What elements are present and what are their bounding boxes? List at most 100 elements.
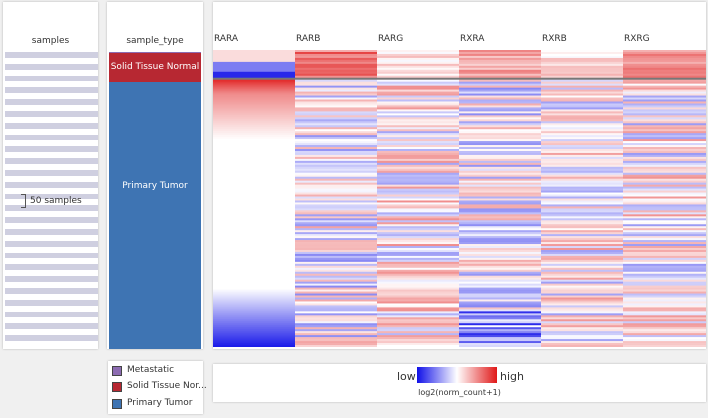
heatmap-cell: [541, 135, 623, 138]
gene-label-rara[interactable]: RARA: [214, 34, 239, 44]
heatmap-cell: [295, 57, 377, 61]
heatmap-cell: [459, 67, 541, 71]
heatmap-cell: [295, 85, 377, 88]
heatmap-cell: [295, 192, 377, 195]
sample-type-column[interactable]: sample_type Solid Tissue Normal Primary T…: [107, 2, 203, 349]
heatmap-cell: [623, 71, 706, 75]
legend-swatch-metastatic: [112, 366, 122, 376]
sample-type-segment[interactable]: Solid Tissue Normal: [109, 52, 201, 83]
heatmap-cell: [295, 319, 377, 322]
heatmap-cell: [377, 236, 459, 239]
sample-type-segment[interactable]: Primary Tumor: [109, 82, 201, 349]
heatmap-cell: [295, 323, 377, 326]
heatmap-cell: [541, 83, 623, 86]
heatmap-cell: [623, 313, 706, 316]
heatmap-cell: [295, 133, 377, 136]
heatmap-panel[interactable]: RARA RARB RARG RXRA RXRB RXRG: [213, 2, 706, 349]
heatmap-cell: [213, 184, 295, 187]
heatmap-cell: [623, 81, 706, 84]
heatmap-cell: [541, 65, 623, 69]
heatmap-cell: [623, 212, 706, 215]
heatmap-cell: [623, 95, 706, 98]
heatmap-cell: [459, 267, 541, 271]
heatmap-cell: [377, 281, 459, 284]
heatmap-cell: [213, 51, 295, 55]
heatmap-cell: [541, 246, 623, 249]
heatmap-cell: [213, 261, 295, 265]
heatmap-cell: [459, 85, 541, 88]
heatmap-cell: [623, 59, 706, 63]
heatmap-cell: [295, 301, 377, 304]
heatmap-cell: [459, 285, 541, 288]
heatmap-cell: [377, 105, 459, 108]
heatmap-cell: [377, 244, 459, 247]
heatmap-cell: [295, 127, 377, 130]
sample-type-segment[interactable]: [109, 52, 201, 53]
heatmap-cell: [213, 65, 295, 69]
samples-stripes[interactable]: [5, 52, 98, 347]
heatmap-cell: [623, 109, 706, 112]
heatmap-cell: [459, 186, 541, 189]
sample-stripe: [5, 170, 98, 176]
heatmap-cell: [295, 214, 377, 217]
heatmap-cell: [377, 133, 459, 136]
gene-label-rxra[interactable]: RXRA: [460, 34, 485, 44]
gene-label-rxrb[interactable]: RXRB: [542, 34, 567, 44]
heatmap-cell: [377, 95, 459, 98]
heatmap-cell: [213, 279, 295, 282]
heatmap-cell: [541, 275, 623, 278]
gene-label-rarg[interactable]: RARG: [378, 34, 404, 44]
heatmap-cell: [213, 259, 295, 263]
heatmap-cell: [541, 121, 623, 124]
heatmap-cell: [213, 293, 295, 296]
heatmap-cell: [623, 107, 706, 110]
heatmap-cell: [295, 150, 377, 154]
heatmap-cell: [623, 295, 706, 298]
legend-item-primary-tumor[interactable]: Primary Tumor: [112, 398, 204, 410]
expression-heatmap[interactable]: [213, 50, 706, 347]
heatmap-cell: [213, 107, 295, 110]
sample-stripe: [5, 252, 98, 259]
heatmap-cell: [295, 315, 377, 318]
heatmap-cell: [541, 323, 623, 326]
heatmap-cell: [623, 75, 706, 79]
samples-column[interactable]: samples 50 samples: [3, 2, 98, 349]
heatmap-cell: [295, 335, 377, 338]
sample-stripe: [5, 181, 98, 188]
heatmap-cell: [541, 200, 623, 203]
heatmap-cell: [295, 59, 377, 63]
heatmap-cell: [213, 212, 295, 215]
heatmap-cell: [213, 170, 295, 174]
heatmap-cell: [377, 63, 459, 67]
heatmap-cell: [623, 327, 706, 330]
heatmap-cell: [377, 345, 459, 347]
heatmap-cell: [541, 319, 623, 322]
heatmap-cell: [623, 182, 706, 185]
heatmap-cell: [295, 307, 377, 310]
heatmap-cell: [295, 131, 377, 134]
sample-stripe: [5, 111, 98, 117]
heatmap-cell: [213, 63, 295, 67]
heatmap-cell: [541, 186, 623, 189]
heatmap-cell: [541, 81, 623, 84]
heatmap-cell: [295, 81, 377, 84]
heatmap-cell: [377, 103, 459, 106]
legend-item-metastatic[interactable]: Metastatic: [112, 365, 204, 377]
heatmap-cell: [377, 323, 459, 326]
heatmap-cell: [377, 301, 459, 304]
heatmap-cell: [459, 339, 541, 342]
heatmap-cell: [623, 137, 706, 140]
heatmap-cell: [459, 111, 541, 114]
heatmap-cell: [541, 299, 623, 302]
gene-label-rxrg[interactable]: RXRG: [624, 34, 650, 44]
heatmap-cell: [459, 158, 541, 162]
legend-swatch-primary-tumor: [112, 399, 122, 409]
gene-label-rarb[interactable]: RARB: [296, 34, 321, 44]
heatmap-cell: [377, 192, 459, 195]
heatmap-cell: [623, 73, 706, 77]
heatmap-cell: [459, 123, 541, 126]
heatmap-cell: [541, 283, 623, 286]
heatmap-cell: [213, 311, 295, 314]
legend-item-solid-tissue-normal[interactable]: Solid Tissue Nor...: [112, 381, 207, 393]
heatmap-cell: [213, 206, 295, 209]
